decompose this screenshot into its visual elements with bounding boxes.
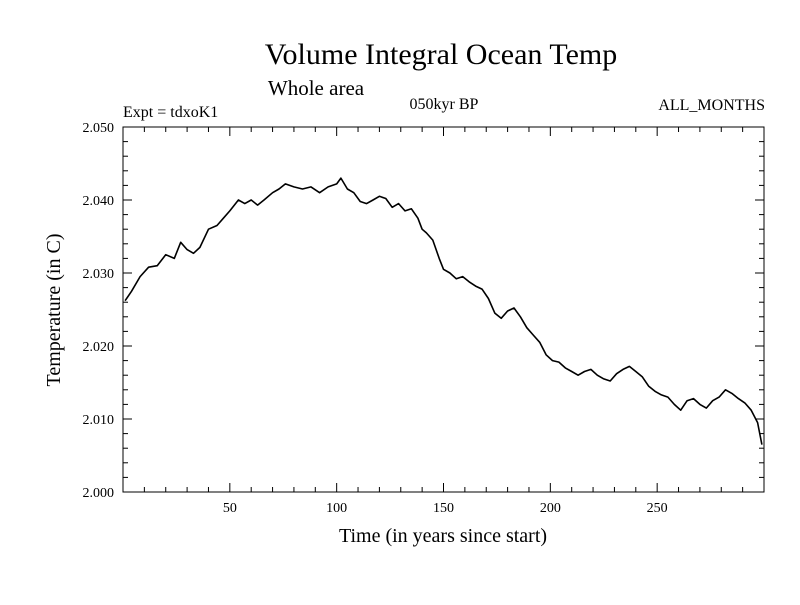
x-tick-label: 100 xyxy=(326,501,347,516)
x-tick-label: 50 xyxy=(223,501,237,516)
plot-frame xyxy=(122,126,765,493)
x-tick-label: 200 xyxy=(540,501,561,516)
y-tick-label: 2.000 xyxy=(83,486,115,501)
temperature-line xyxy=(124,177,763,445)
experiment-label: Expt = tdxoK1 xyxy=(123,104,218,121)
period-label: 050kyr BP xyxy=(410,96,479,113)
axis-ticks xyxy=(123,127,764,492)
y-axis-label: Temperature (in C) xyxy=(43,234,65,387)
chart-title: Volume Integral Ocean Temp xyxy=(265,38,618,71)
y-tick-label: 2.050 xyxy=(83,121,115,136)
x-axis-label: Time (in years since start) xyxy=(339,525,547,547)
tick-labels: 50 100 150 200 250 2.000 2.010 2.020 2.030 2.040 2… xyxy=(83,121,668,516)
y-tick-label: 2.010 xyxy=(83,413,115,428)
y-tick-label: 2.030 xyxy=(83,267,115,282)
chart-subtitle: Whole area xyxy=(268,76,365,100)
months-label: ALL_MONTHS xyxy=(658,97,765,114)
y-tick-label: 2.020 xyxy=(83,340,115,355)
y-tick-label: 2.040 xyxy=(83,194,115,209)
x-tick-label: 150 xyxy=(433,501,454,516)
x-tick-label: 250 xyxy=(647,501,668,516)
